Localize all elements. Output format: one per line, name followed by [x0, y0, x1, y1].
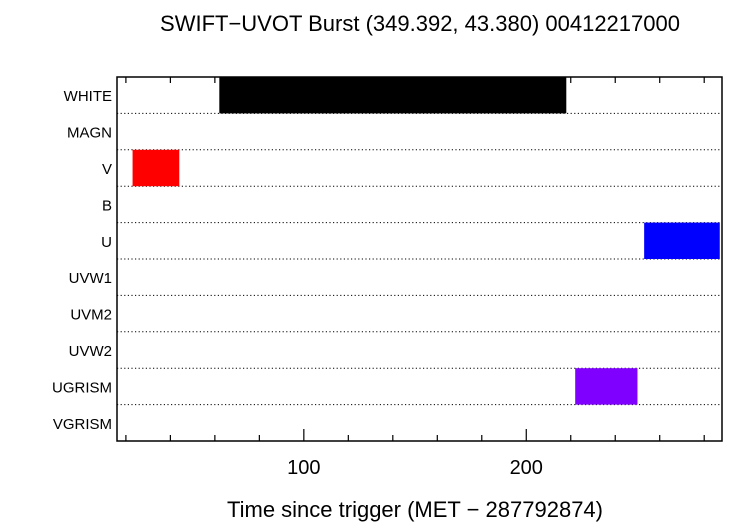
y-tick-label-white: WHITE — [64, 88, 112, 105]
plot-frame — [116, 76, 723, 442]
y-tick-label-magn: MAGN — [67, 125, 112, 142]
y-tick-label-uvm2: UVM2 — [70, 307, 112, 324]
y-tick-label-v: V — [102, 161, 112, 178]
y-tick-label-uvw2: UVW2 — [69, 343, 112, 360]
x-axis-label: Time since trigger (MET − 287792874) — [227, 497, 603, 522]
x-tick-label-100: 100 — [287, 457, 320, 479]
y-tick-label-u: U — [101, 234, 112, 251]
chart-title: SWIFT−UVOT Burst (349.392, 43.380) 00412… — [160, 11, 680, 36]
x-ticks: 100 200 — [125, 77, 705, 479]
y-tick-label-b: B — [102, 197, 112, 214]
x-tick-label-200: 200 — [510, 457, 543, 479]
y-tick-label-ugrism: UGRISM — [52, 379, 112, 396]
interval-bars — [132, 77, 720, 405]
bar-u — [644, 222, 720, 259]
y-tick-label-vgrism: VGRISM — [53, 416, 112, 433]
grid-lines — [117, 112, 722, 406]
bar-ugrism — [575, 368, 638, 405]
bar-white — [219, 77, 567, 114]
bar-v — [132, 149, 180, 187]
y-tick-labels: WHITE MAGN V B U UVW1 UVM2 UVW2 UGRISM VGRISM — [52, 88, 112, 433]
y-tick-label-uvw1: UVW1 — [69, 270, 112, 287]
